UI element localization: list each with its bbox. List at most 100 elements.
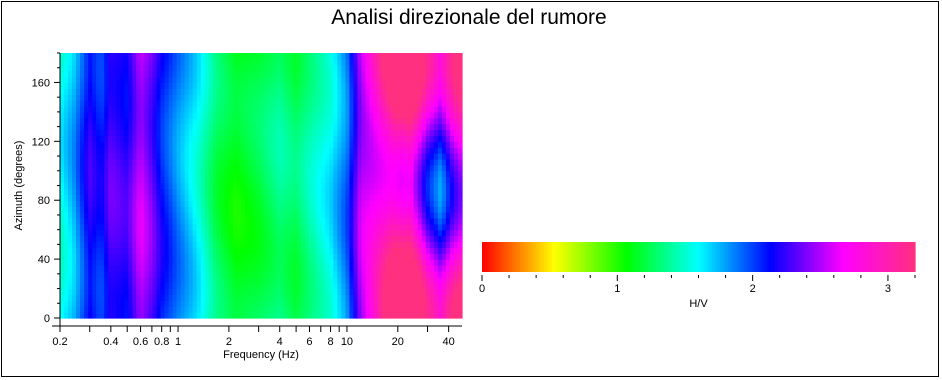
heatmap-cell <box>152 241 158 248</box>
heatmap-cell <box>385 100 391 107</box>
heatmap-cell <box>345 235 351 243</box>
heatmap-cell <box>148 241 154 248</box>
heatmap-cell <box>317 76 322 84</box>
heatmap-cell <box>261 111 266 119</box>
heatmap-cell <box>104 129 109 137</box>
colorbar-segment <box>633 242 637 272</box>
heatmap-cell <box>421 288 427 296</box>
heatmap-cell <box>208 282 214 290</box>
heatmap-cell <box>192 159 198 166</box>
heatmap-cell <box>377 111 383 119</box>
heatmap-cell <box>321 182 326 190</box>
heatmap-cell <box>172 147 178 154</box>
heatmap-cell <box>196 70 202 78</box>
heatmap-cell <box>417 164 423 172</box>
heatmap-cell <box>373 253 379 260</box>
heatmap-cell <box>317 265 322 272</box>
heatmap-cell <box>104 282 109 290</box>
heatmap-cell <box>144 64 150 72</box>
heatmap-cell <box>289 206 294 213</box>
heatmap-cell <box>216 129 222 137</box>
heatmap-cell <box>180 212 186 219</box>
heatmap-cell <box>417 153 423 160</box>
heatmap-cell <box>449 265 455 272</box>
heatmap-cell <box>397 288 403 296</box>
heatmap-cell <box>188 135 194 142</box>
colorbar-segment <box>492 242 497 272</box>
heatmap-cell <box>144 76 150 84</box>
heatmap-cell <box>72 276 77 284</box>
heatmap-cell <box>136 117 141 125</box>
heatmap-cell <box>244 111 250 119</box>
heatmap-cell <box>228 288 234 296</box>
heatmap-cell <box>220 241 226 248</box>
heatmap-cell <box>317 312 322 319</box>
heatmap-cell <box>180 135 186 142</box>
heatmap-cell <box>305 135 310 142</box>
heatmap-cell <box>337 64 342 72</box>
heatmap-cell <box>228 147 234 154</box>
heatmap-cell <box>228 265 234 272</box>
heatmap-cell <box>248 153 254 160</box>
heatmap-cell <box>208 270 214 278</box>
heatmap-cell <box>325 159 330 166</box>
heatmap-cell <box>437 312 443 319</box>
heatmap-cell <box>88 182 93 190</box>
heatmap-cell <box>224 176 230 184</box>
heatmap-cell <box>297 247 302 254</box>
heatmap-cell <box>76 212 81 219</box>
heatmap-cell <box>232 58 238 66</box>
heatmap-cell <box>265 170 270 178</box>
heatmap-cell <box>220 53 226 60</box>
heatmap-cell <box>337 88 342 95</box>
heatmap-cell <box>345 212 351 219</box>
heatmap-cell <box>373 306 379 313</box>
colorbar-segment <box>517 242 521 272</box>
heatmap-cell <box>108 76 113 84</box>
heatmap-cell <box>261 300 266 307</box>
heatmap-cell <box>261 188 266 195</box>
heatmap-cell <box>116 141 121 148</box>
heatmap-cell <box>196 188 202 195</box>
heatmap-cell <box>248 88 254 95</box>
heatmap-cell <box>261 288 266 296</box>
heatmap-cell <box>365 106 371 113</box>
heatmap-cell <box>156 70 162 78</box>
heatmap-cell <box>100 117 105 125</box>
heatmap-cell <box>265 100 270 107</box>
colorbar-segment <box>674 242 678 272</box>
heatmap-cell <box>289 241 294 248</box>
heatmap-cell <box>188 194 194 201</box>
heatmap-cell <box>196 135 202 142</box>
heatmap-cell <box>273 223 278 231</box>
colorbar-segment <box>538 242 543 272</box>
heatmap-cell <box>429 147 435 154</box>
heatmap-cell <box>184 76 190 84</box>
heatmap-cell <box>305 88 310 95</box>
heatmap-cell <box>208 64 214 72</box>
heatmap-cell <box>349 200 355 207</box>
heatmap-cell <box>60 312 65 319</box>
heatmap-cell <box>361 312 367 319</box>
heatmap-cell <box>112 229 117 237</box>
heatmap-cell <box>409 235 415 243</box>
heatmap-cell <box>453 259 459 266</box>
heatmap-cell <box>180 247 186 254</box>
heatmap-cell <box>200 53 206 60</box>
heatmap-cell <box>236 194 242 201</box>
heatmap-cell <box>325 300 330 307</box>
heatmap-cell <box>289 129 294 137</box>
heatmap-cell <box>68 153 73 160</box>
heatmap-cell <box>236 253 242 260</box>
heatmap-cell <box>381 53 387 60</box>
heatmap-cell <box>393 312 399 319</box>
heatmap-cell <box>341 170 347 178</box>
heatmap-cell <box>88 58 93 66</box>
heatmap-cell <box>168 276 174 284</box>
heatmap-cell <box>112 159 117 166</box>
heatmap-cell <box>421 235 427 243</box>
heatmap-cell <box>269 206 274 213</box>
heatmap-cell <box>409 241 415 248</box>
heatmap-cell <box>297 223 302 231</box>
heatmap-cell <box>152 288 158 296</box>
